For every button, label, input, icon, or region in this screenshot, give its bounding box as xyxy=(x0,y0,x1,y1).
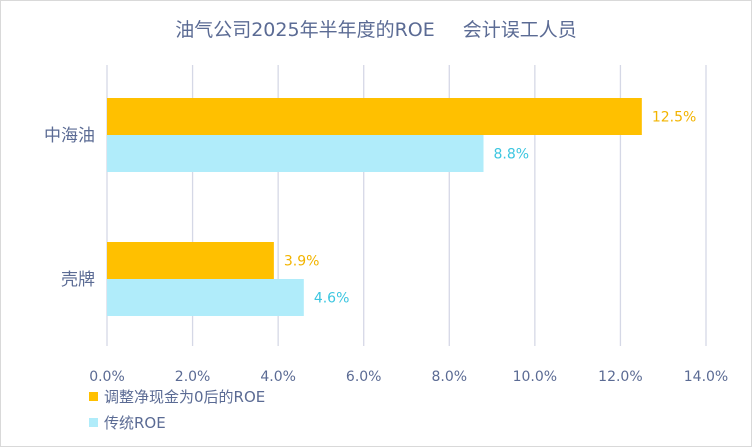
x-tick-label: 0.0% xyxy=(89,369,125,385)
x-tick-label: 8.0% xyxy=(431,369,467,385)
data-label: 8.8% xyxy=(494,147,530,163)
y-category-label: 中海油 xyxy=(44,126,95,146)
legend-item-traditional-roe[interactable]: 传统ROE xyxy=(89,411,265,433)
chart-subtitle: 会计误工人员 xyxy=(462,19,577,41)
data-label: 12.5% xyxy=(652,110,696,126)
data-label: 3.9% xyxy=(284,254,320,270)
bar[interactable] xyxy=(107,242,274,279)
legend-swatch-adjusted-roe xyxy=(89,391,98,401)
x-tick-label: 2.0% xyxy=(175,369,211,385)
data-label: 4.6% xyxy=(314,291,350,307)
x-tick-label: 10.0% xyxy=(513,369,557,385)
legend-label-traditional-roe: 传统ROE xyxy=(104,413,166,432)
legend-label-adjusted-roe: 调整净现金为0后的ROE xyxy=(104,387,266,406)
x-tick-label: 6.0% xyxy=(346,369,382,385)
y-category-label: 壳牌 xyxy=(61,270,95,290)
legend: 调整净现金为0后的ROE 传统ROE xyxy=(89,385,265,437)
chart-title: 油气公司2025年半年度的ROE xyxy=(175,19,435,41)
legend-item-adjusted-roe[interactable]: 调整净现金为0后的ROE xyxy=(89,385,265,407)
bars xyxy=(107,98,642,316)
bar[interactable] xyxy=(107,98,642,135)
chart-title-row: 油气公司2025年半年度的ROE 会计误工人员 xyxy=(1,15,751,42)
legend-swatch-traditional-roe xyxy=(89,417,98,427)
x-tick-label: 4.0% xyxy=(260,369,296,385)
data-labels: 12.5% 8.8% 3.9% 4.6% xyxy=(284,110,696,307)
x-tick-label: 12.0% xyxy=(598,369,642,385)
bar[interactable] xyxy=(107,279,304,316)
x-axis-ticks: 0.0% 2.0% 4.0% 6.0% 8.0% 10.0% 12.0% 14.0% xyxy=(89,369,728,385)
bar[interactable] xyxy=(107,135,484,172)
x-tick-label: 14.0% xyxy=(684,369,728,385)
